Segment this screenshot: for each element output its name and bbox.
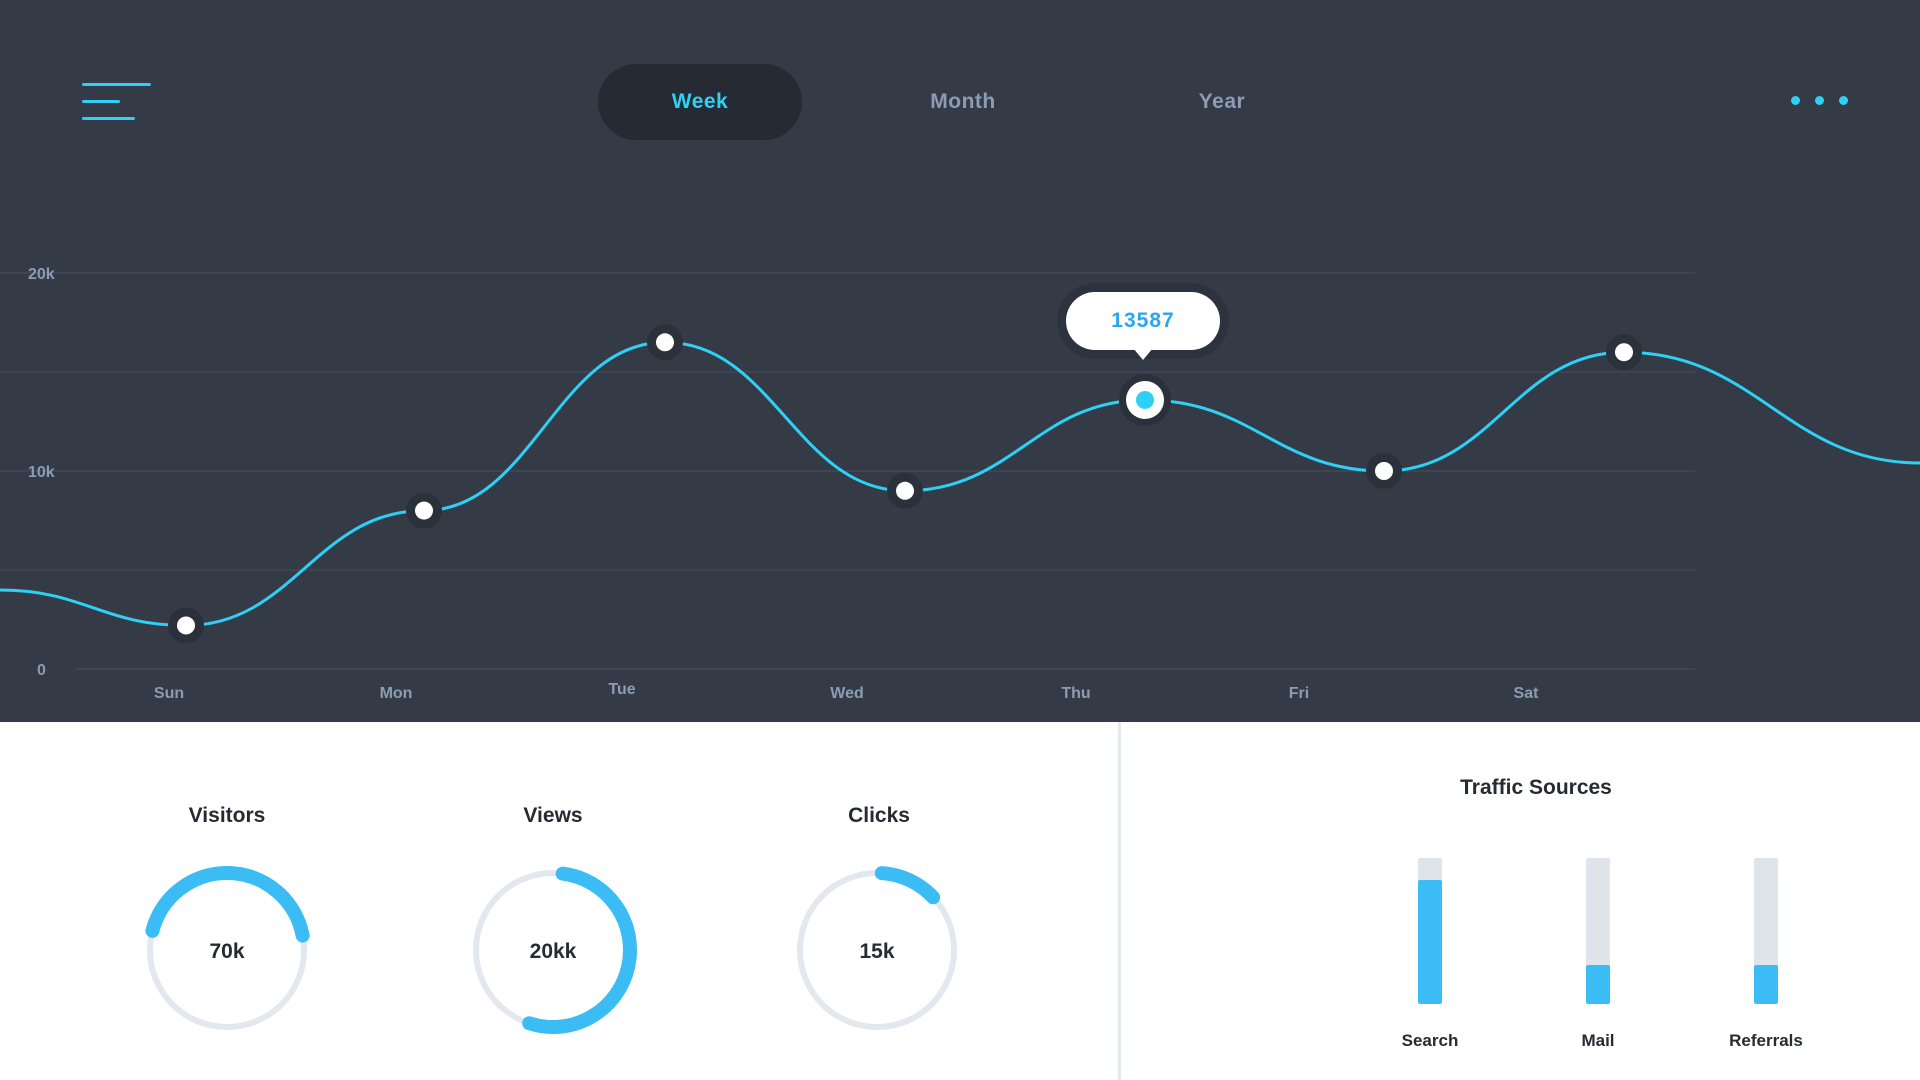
clicks-value: 15k bbox=[859, 940, 895, 963]
referrals-bar bbox=[1754, 858, 1778, 1004]
x-tick-label: Tue bbox=[608, 681, 635, 698]
tooltip-arrow bbox=[1133, 348, 1153, 360]
data-point bbox=[656, 333, 674, 352]
mail-bar-fill bbox=[1586, 964, 1610, 1004]
x-tick-label: Fri bbox=[1289, 685, 1309, 702]
data-point bbox=[415, 501, 433, 520]
x-axis-ticks: Sun Mon Tue Wed Thu Fri Sat bbox=[154, 681, 1539, 702]
ring-progress-arc bbox=[522, 866, 637, 1034]
ring-progress-arc bbox=[145, 866, 310, 943]
y-axis-ticks: 0 10k 20k bbox=[28, 266, 55, 679]
search-bar bbox=[1418, 858, 1442, 1004]
mail-bar bbox=[1586, 858, 1610, 1004]
search-bar-fill bbox=[1418, 879, 1442, 1004]
x-tick-label: Sat bbox=[1514, 685, 1540, 702]
y-tick-label: 0 bbox=[37, 662, 46, 679]
data-point bbox=[177, 616, 195, 635]
period-tabs: Week Month Year bbox=[0, 64, 1920, 140]
hamburger-menu-icon[interactable] bbox=[78, 80, 154, 126]
x-tick-label: Wed bbox=[830, 685, 863, 702]
y-tick-label: 20k bbox=[28, 266, 55, 283]
views-label: Views bbox=[523, 804, 583, 827]
section-divider bbox=[1118, 722, 1121, 1080]
x-tick-label: Thu bbox=[1061, 685, 1090, 702]
visitors-label: Visitors bbox=[188, 804, 266, 827]
x-tick-label: Sun bbox=[154, 685, 184, 702]
data-point bbox=[1375, 462, 1393, 480]
data-point-highlight bbox=[1136, 390, 1154, 409]
referrals-bar-fill bbox=[1754, 964, 1778, 1004]
data-point bbox=[1615, 343, 1633, 362]
tab-week[interactable]: Week bbox=[598, 64, 802, 140]
clicks-ring bbox=[797, 866, 957, 1030]
chart-panel bbox=[0, 0, 1920, 722]
ring-progress-arc bbox=[874, 866, 941, 905]
chart-grid bbox=[0, 272, 1695, 670]
series-line bbox=[0, 340, 1920, 627]
visitors-ring bbox=[145, 866, 310, 1030]
data-point bbox=[896, 481, 914, 500]
clicks-label: Clicks bbox=[848, 804, 910, 827]
traffic-sources-title: Traffic Sources bbox=[1460, 776, 1612, 799]
visitors-value: 70k bbox=[209, 940, 245, 963]
data-points bbox=[168, 324, 1642, 644]
x-tick-label: Mon bbox=[380, 685, 413, 702]
tab-month[interactable]: Month bbox=[930, 90, 996, 113]
value-tooltip: 13587 bbox=[1066, 292, 1220, 350]
mail-label: Mail bbox=[1581, 1031, 1615, 1050]
line-chart: 0 10k 20k Sun Mon Tue Wed Thu Fri Sat bbox=[0, 266, 1920, 702]
y-tick-label: 10k bbox=[28, 464, 55, 481]
tab-year[interactable]: Year bbox=[1198, 90, 1246, 113]
referrals-label: Referrals bbox=[1729, 1031, 1803, 1050]
ellipsis-horizontal-icon[interactable] bbox=[1786, 96, 1856, 110]
views-ring bbox=[473, 866, 637, 1034]
views-value: 20kk bbox=[529, 940, 577, 963]
search-label: Search bbox=[1401, 1031, 1459, 1050]
